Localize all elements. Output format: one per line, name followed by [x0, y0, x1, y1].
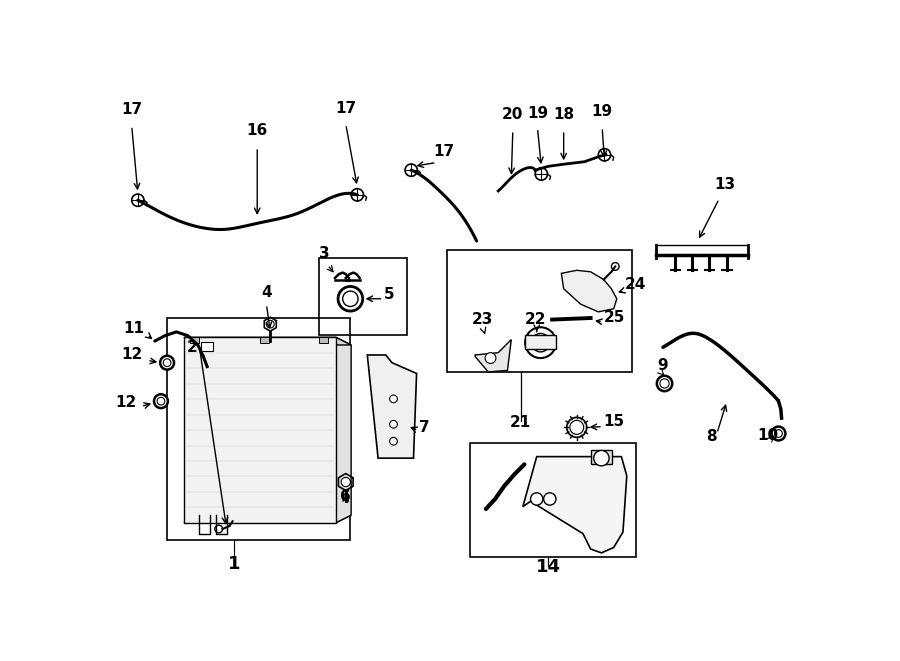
Text: 19: 19	[526, 106, 548, 121]
Circle shape	[154, 394, 168, 408]
Text: 22: 22	[526, 312, 546, 327]
Text: 4: 4	[261, 286, 272, 300]
Polygon shape	[184, 515, 351, 523]
Text: 13: 13	[715, 177, 736, 192]
Circle shape	[131, 194, 144, 206]
Bar	[526, 335, 556, 349]
Polygon shape	[336, 337, 351, 523]
Circle shape	[536, 168, 547, 180]
Circle shape	[771, 426, 786, 440]
Text: 17: 17	[434, 144, 454, 159]
Circle shape	[485, 353, 496, 364]
Circle shape	[160, 356, 174, 369]
Text: 1: 1	[228, 555, 240, 574]
Circle shape	[215, 525, 222, 533]
Circle shape	[405, 164, 418, 176]
Circle shape	[570, 420, 584, 434]
Text: 17: 17	[122, 102, 142, 117]
Bar	[259, 337, 269, 344]
Circle shape	[351, 188, 364, 201]
Text: 6: 6	[340, 489, 351, 504]
Circle shape	[390, 438, 397, 445]
Circle shape	[158, 397, 165, 405]
Bar	[319, 337, 328, 344]
Circle shape	[341, 477, 350, 486]
Text: 8: 8	[706, 429, 716, 444]
Circle shape	[536, 339, 544, 346]
Circle shape	[567, 417, 587, 438]
Polygon shape	[367, 355, 417, 458]
Bar	[319, 258, 408, 335]
Text: 11: 11	[123, 321, 144, 336]
Text: 9: 9	[658, 358, 669, 373]
Text: 25: 25	[604, 310, 626, 325]
Text: 17: 17	[335, 101, 356, 116]
Text: 5: 5	[384, 287, 395, 302]
Circle shape	[531, 333, 550, 352]
Bar	[201, 342, 212, 351]
Text: 18: 18	[554, 107, 574, 122]
Text: 7: 7	[418, 420, 429, 435]
Text: 20: 20	[502, 107, 524, 122]
Text: 15: 15	[604, 414, 625, 429]
Polygon shape	[184, 337, 351, 345]
Circle shape	[163, 359, 171, 367]
Circle shape	[531, 493, 543, 505]
Circle shape	[390, 420, 397, 428]
Text: 10: 10	[757, 428, 778, 443]
Circle shape	[390, 395, 397, 403]
Text: 14: 14	[536, 558, 561, 576]
Polygon shape	[523, 457, 626, 553]
Text: 12: 12	[115, 395, 136, 410]
Text: 24: 24	[625, 277, 646, 292]
Text: 23: 23	[472, 312, 493, 327]
Circle shape	[657, 375, 672, 391]
Bar	[190, 337, 200, 344]
Text: 2: 2	[187, 340, 198, 355]
Circle shape	[775, 430, 782, 438]
Circle shape	[611, 262, 619, 270]
Text: 21: 21	[510, 415, 531, 430]
Bar	[590, 450, 612, 464]
Text: 19: 19	[591, 104, 613, 119]
Bar	[184, 337, 336, 523]
Text: 12: 12	[122, 347, 142, 362]
Bar	[447, 251, 632, 372]
Circle shape	[660, 379, 669, 388]
Text: 16: 16	[247, 123, 268, 137]
Polygon shape	[562, 270, 617, 312]
Circle shape	[526, 327, 556, 358]
Polygon shape	[475, 340, 511, 372]
Circle shape	[594, 450, 609, 466]
Circle shape	[266, 321, 274, 328]
Bar	[167, 318, 349, 540]
Circle shape	[598, 149, 610, 161]
Bar	[471, 443, 636, 557]
Circle shape	[544, 493, 556, 505]
Text: 3: 3	[319, 246, 329, 261]
